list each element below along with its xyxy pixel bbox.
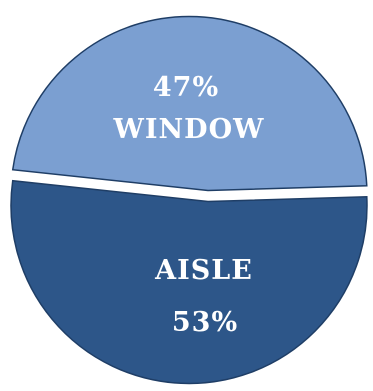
pie-slice-aisle — [10, 179, 368, 385]
window-name-label: WINDOW — [113, 114, 265, 145]
window-percent-label: 47% — [153, 72, 219, 103]
slices-layer — [10, 15, 368, 385]
labels-layer: 47% WINDOW AISLE 53% — [113, 72, 265, 338]
aisle-name-label: AISLE — [154, 255, 253, 286]
aisle-percent-label: 53% — [172, 307, 238, 338]
pie-slice-window — [11, 15, 368, 192]
